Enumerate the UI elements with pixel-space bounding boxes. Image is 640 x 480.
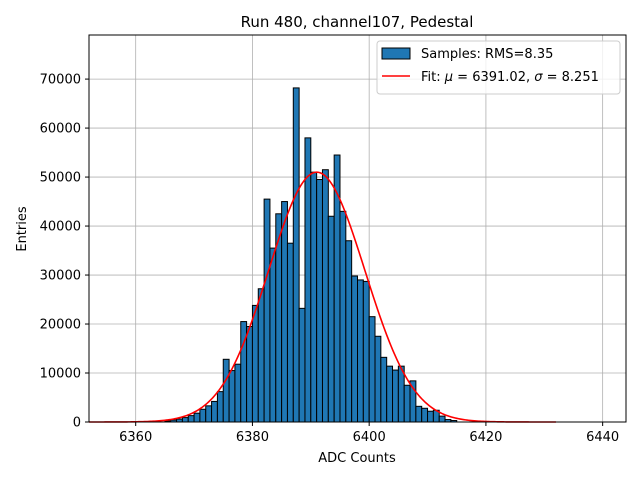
histogram-bar — [181, 417, 189, 423]
y-tick-label: 70000 — [40, 73, 81, 88]
histogram-bar — [380, 356, 388, 423]
histogram-bar — [251, 304, 259, 423]
histogram-bar — [246, 325, 253, 423]
legend-fit-label: Fit: μ = 6391.02, σ = 8.251 — [421, 70, 599, 85]
histogram-bar — [281, 201, 288, 423]
histogram-bar — [339, 210, 347, 423]
gaussian-fit-curve — [89, 171, 556, 423]
legend-box — [376, 40, 621, 95]
histogram-bar — [351, 275, 359, 423]
legend-samples-label: Samples: RMS=8.35 — [421, 47, 553, 62]
histogram-bars — [164, 87, 458, 423]
legend-samples-swatch — [381, 47, 411, 60]
y-tick-label: 20000 — [40, 318, 81, 333]
y-axis-ticks: 0 10000 20000 30000 40000 50000 60000 70000 — [40, 73, 89, 431]
chart-title: Run 480, channel107, Pedestal — [241, 13, 474, 31]
histogram-bar — [397, 365, 405, 423]
histogram-bar — [193, 412, 201, 423]
histogram-bar — [368, 316, 376, 423]
legend: Samples: RMS=8.35 Fit: μ = 6391.02, σ = … — [376, 40, 621, 95]
x-tick-label: 6380 — [236, 430, 269, 445]
x-axis-label: ADC Counts — [318, 451, 396, 466]
histogram-bar — [228, 370, 236, 423]
histogram-bar — [304, 137, 312, 423]
histogram-bar — [269, 247, 277, 423]
y-tick-label: 10000 — [40, 367, 81, 382]
x-axis-ticks: 6360 6380 6400 6420 6440 — [119, 422, 619, 445]
histogram-bar — [374, 335, 382, 423]
y-tick-label: 0 — [73, 416, 81, 431]
histogram-bar — [357, 279, 364, 423]
plot-frame — [88, 34, 627, 423]
histogram-bar — [205, 405, 213, 423]
histogram-bar — [234, 363, 242, 423]
histogram-bar — [263, 198, 271, 423]
y-tick-label: 40000 — [40, 220, 81, 235]
histogram-bar — [286, 242, 294, 423]
histogram-bar — [421, 407, 429, 423]
histogram-bar — [362, 280, 370, 423]
grid — [89, 35, 626, 423]
x-tick-label: 6440 — [586, 430, 619, 445]
y-tick-label: 60000 — [40, 122, 81, 137]
histogram-bar — [392, 369, 399, 423]
histogram-bar — [257, 288, 265, 423]
histogram-bar — [327, 215, 335, 423]
histogram-bar — [222, 358, 230, 423]
y-axis-label: Entries — [15, 206, 30, 252]
histogram-bar — [187, 415, 195, 423]
y-tick-label: 30000 — [40, 269, 81, 284]
histogram-bar — [415, 405, 423, 423]
x-tick-label: 6420 — [469, 430, 502, 445]
histogram-bar — [345, 240, 353, 423]
histogram-bar — [386, 365, 394, 423]
histogram-bar — [438, 415, 446, 423]
y-tick-label: 50000 — [40, 171, 81, 186]
histogram-bar — [211, 400, 218, 423]
histogram-bar — [427, 410, 434, 423]
histogram-bar — [199, 408, 207, 423]
histogram-bar — [310, 171, 318, 423]
histogram-bar — [292, 87, 300, 423]
x-tick-label: 6360 — [119, 430, 152, 445]
histogram-bar — [298, 307, 306, 423]
histogram-bar — [321, 169, 329, 423]
histogram-bar — [403, 384, 411, 423]
x-tick-label: 6400 — [353, 430, 386, 445]
histogram-bar — [216, 391, 224, 423]
histogram-bar — [316, 179, 323, 423]
